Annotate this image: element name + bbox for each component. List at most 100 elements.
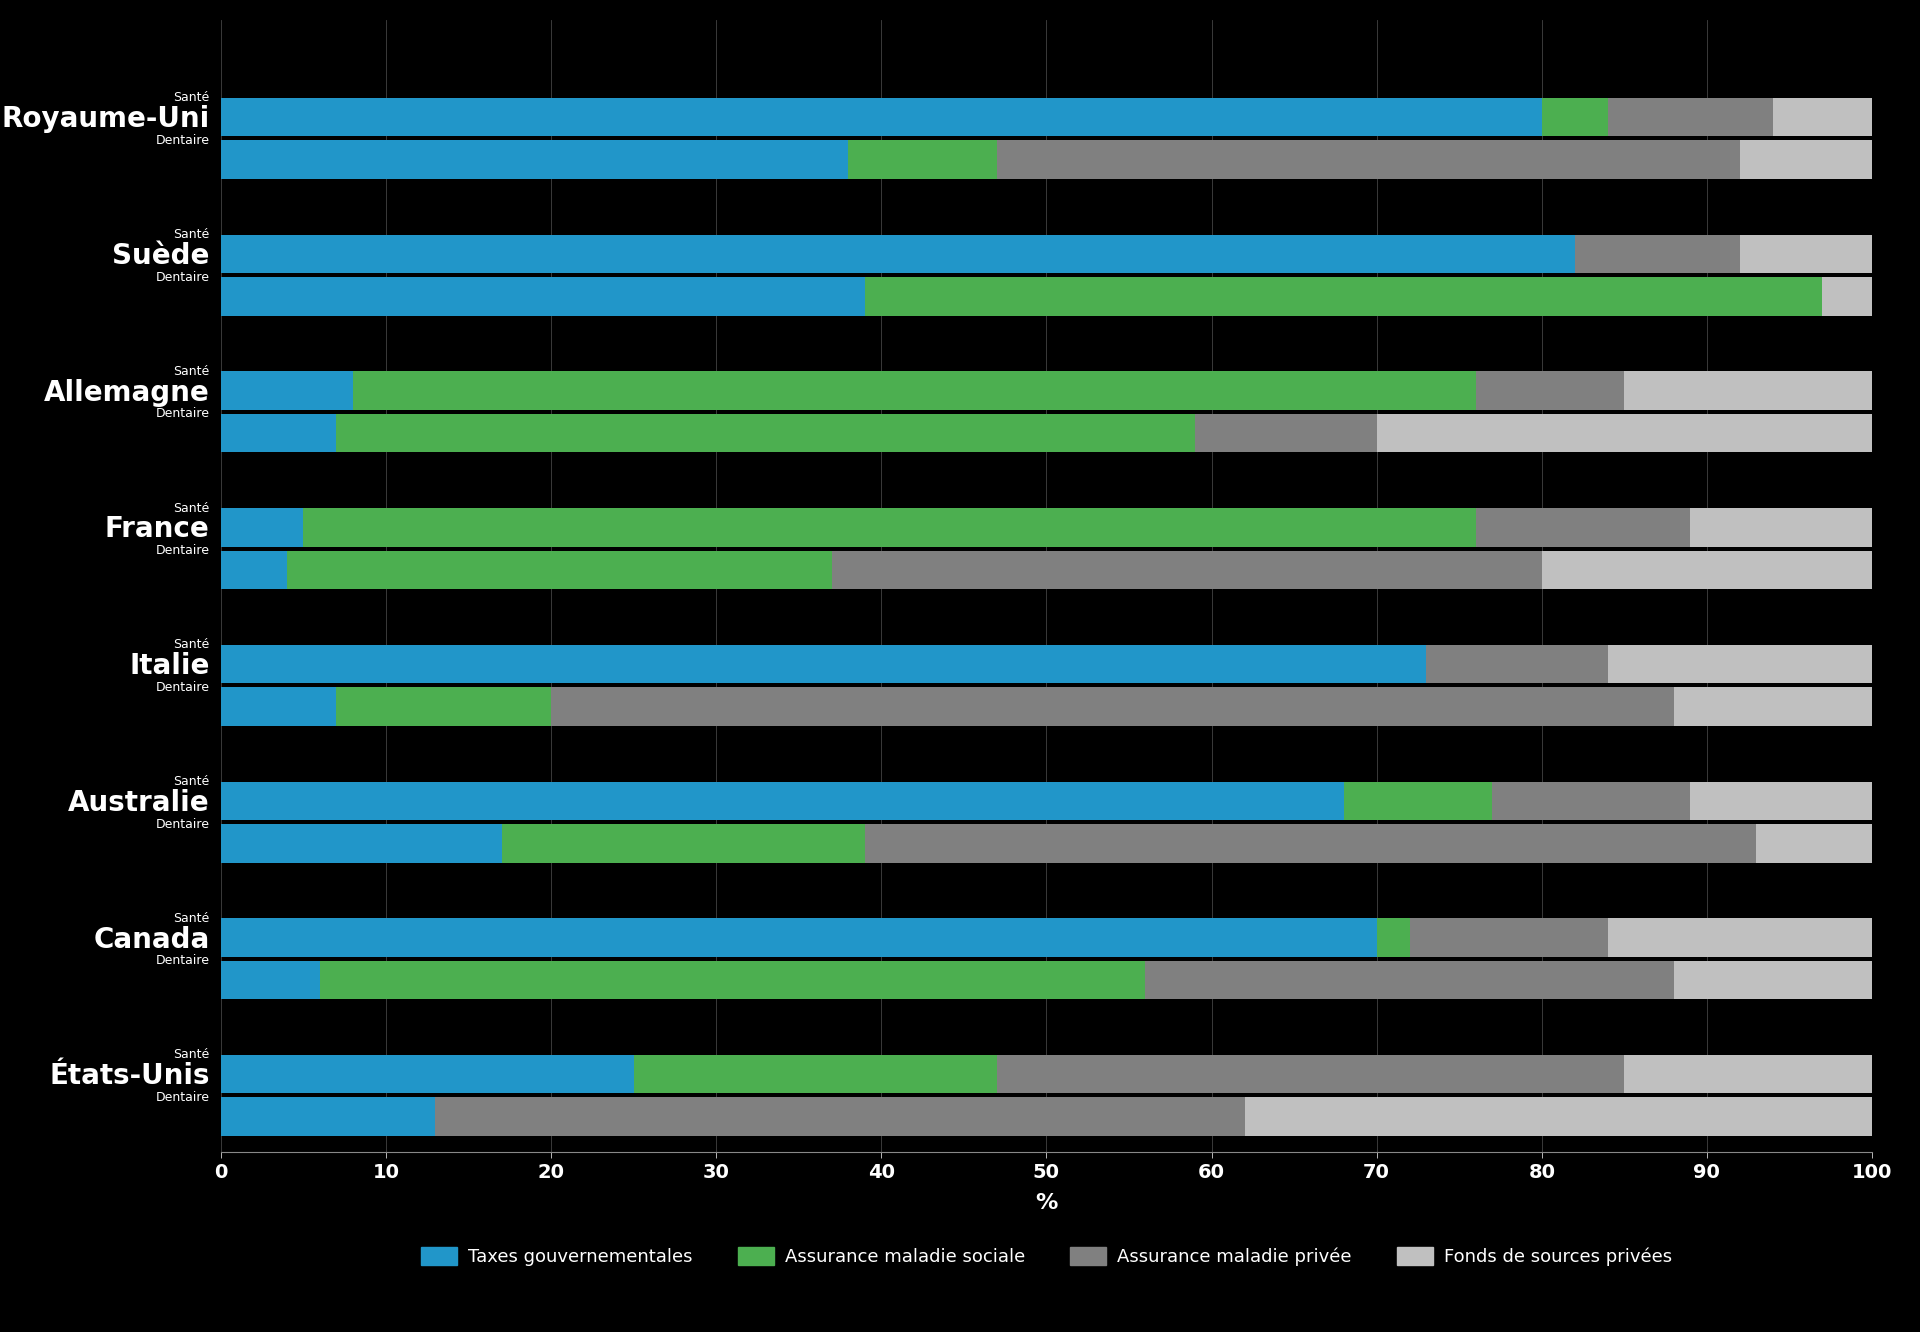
- Text: Santé: Santé: [173, 365, 209, 378]
- Bar: [1377, 918, 1409, 956]
- Text: Dentaire: Dentaire: [156, 408, 209, 421]
- Bar: [221, 99, 1542, 136]
- Bar: [1690, 507, 1872, 546]
- Text: Santé: Santé: [173, 1048, 209, 1062]
- Bar: [221, 645, 1872, 683]
- Text: Dentaire: Dentaire: [156, 545, 209, 557]
- Bar: [321, 960, 1146, 999]
- Bar: [221, 99, 1872, 136]
- Text: Dentaire: Dentaire: [156, 681, 209, 694]
- Bar: [221, 140, 849, 178]
- Bar: [551, 687, 1674, 726]
- Bar: [221, 918, 1377, 956]
- Bar: [221, 507, 303, 546]
- Bar: [221, 687, 336, 726]
- Text: Santé: Santé: [173, 502, 209, 514]
- Bar: [864, 825, 1757, 863]
- Bar: [1624, 1055, 1872, 1094]
- Bar: [1674, 960, 1872, 999]
- Bar: [221, 782, 1872, 821]
- Bar: [221, 372, 1872, 410]
- Bar: [831, 550, 1542, 589]
- Bar: [221, 825, 1872, 863]
- Bar: [221, 1055, 1872, 1094]
- Bar: [1476, 372, 1624, 410]
- Bar: [1607, 99, 1772, 136]
- Bar: [1377, 414, 1872, 453]
- Text: Santé: Santé: [173, 92, 209, 104]
- Bar: [221, 1055, 634, 1094]
- Bar: [1492, 782, 1690, 821]
- Text: Dentaire: Dentaire: [156, 818, 209, 831]
- X-axis label: %: %: [1035, 1192, 1058, 1212]
- Bar: [996, 140, 1740, 178]
- Bar: [353, 372, 1476, 410]
- Bar: [1674, 687, 1872, 726]
- Bar: [221, 277, 1872, 316]
- Bar: [1409, 918, 1607, 956]
- Text: Canada: Canada: [94, 926, 209, 954]
- Bar: [1624, 372, 1872, 410]
- Bar: [1194, 414, 1377, 453]
- Bar: [1690, 782, 1872, 821]
- Text: Dentaire: Dentaire: [156, 1091, 209, 1104]
- Bar: [221, 1098, 1872, 1136]
- Text: États-Unis: États-Unis: [50, 1062, 209, 1090]
- Bar: [221, 825, 501, 863]
- Bar: [336, 687, 551, 726]
- Bar: [221, 1098, 436, 1136]
- Bar: [1542, 550, 1872, 589]
- Bar: [221, 645, 1427, 683]
- Bar: [221, 234, 1872, 273]
- Bar: [849, 140, 996, 178]
- Bar: [221, 918, 1872, 956]
- Bar: [221, 234, 1574, 273]
- Bar: [221, 414, 336, 453]
- Bar: [336, 414, 1194, 453]
- Text: Suède: Suède: [111, 242, 209, 270]
- Text: France: France: [106, 515, 209, 543]
- Text: Dentaire: Dentaire: [156, 270, 209, 284]
- Bar: [864, 277, 1822, 316]
- Bar: [1772, 99, 1872, 136]
- Text: Santé: Santé: [173, 911, 209, 924]
- Bar: [996, 1055, 1624, 1094]
- Bar: [1344, 782, 1492, 821]
- Text: Allemagne: Allemagne: [44, 378, 209, 406]
- Bar: [221, 550, 286, 589]
- Text: Italie: Italie: [129, 653, 209, 681]
- Bar: [1607, 918, 1872, 956]
- Text: Santé: Santé: [173, 638, 209, 651]
- Bar: [1822, 277, 1872, 316]
- Bar: [1476, 507, 1690, 546]
- Bar: [1146, 960, 1674, 999]
- Text: Santé: Santé: [173, 775, 209, 789]
- Bar: [1607, 645, 1872, 683]
- Bar: [221, 782, 1344, 821]
- Bar: [1740, 234, 1872, 273]
- Bar: [221, 550, 1872, 589]
- Bar: [221, 507, 1872, 546]
- Bar: [1427, 645, 1607, 683]
- Bar: [1244, 1098, 1872, 1136]
- Bar: [221, 687, 1872, 726]
- Bar: [221, 140, 1872, 178]
- Bar: [221, 372, 353, 410]
- Bar: [436, 1098, 1244, 1136]
- Bar: [1542, 99, 1607, 136]
- Text: Royaume-Uni: Royaume-Uni: [2, 105, 209, 133]
- Text: Santé: Santé: [173, 228, 209, 241]
- Bar: [221, 960, 1872, 999]
- Bar: [1574, 234, 1740, 273]
- Bar: [286, 550, 831, 589]
- Bar: [221, 414, 1872, 453]
- Bar: [1757, 825, 1872, 863]
- Text: Dentaire: Dentaire: [156, 135, 209, 147]
- Bar: [634, 1055, 996, 1094]
- Bar: [1740, 140, 1872, 178]
- Legend: Taxes gouvernementales, Assurance maladie sociale, Assurance maladie privée, Fon: Taxes gouvernementales, Assurance maladi…: [415, 1240, 1678, 1273]
- Bar: [221, 277, 864, 316]
- Text: Dentaire: Dentaire: [156, 954, 209, 967]
- Bar: [303, 507, 1476, 546]
- Text: Australie: Australie: [67, 789, 209, 817]
